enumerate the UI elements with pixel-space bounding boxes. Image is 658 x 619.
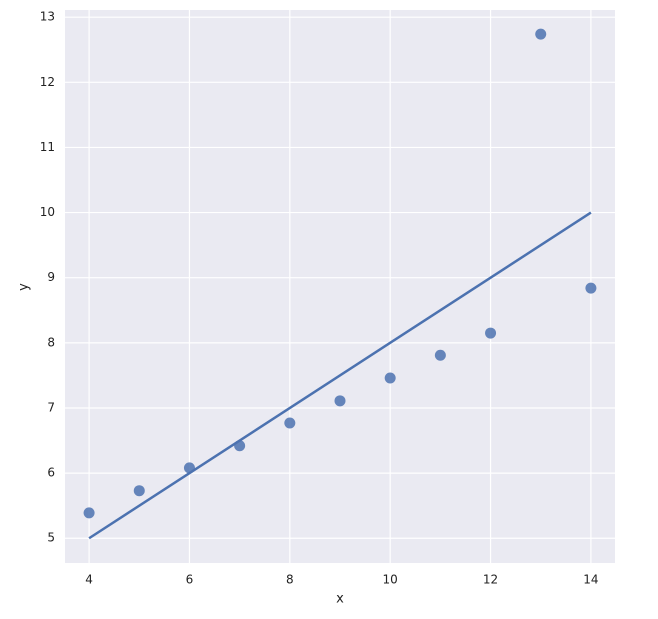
point (585, 282, 597, 294)
point (384, 372, 396, 384)
y-tick-label: 10 (40, 205, 55, 219)
point (334, 395, 346, 407)
point (485, 327, 497, 339)
point (535, 28, 547, 40)
x-axis-label: x (336, 592, 344, 607)
x-tick-label: 6 (186, 573, 194, 587)
y-tick-label: 5 (47, 531, 55, 545)
y-tick-label: 13 (40, 10, 55, 24)
x-tick-label: 12 (483, 573, 498, 587)
y-tick-label: 6 (47, 466, 55, 480)
plot-area (65, 10, 615, 563)
y-tick-label: 8 (47, 335, 55, 349)
point (183, 462, 195, 474)
y-axis-label: y (17, 283, 32, 291)
y-tick-label: 12 (40, 75, 55, 89)
point (83, 507, 95, 519)
y-tick-label: 11 (40, 140, 55, 154)
regression-line (88, 211, 592, 540)
x-tick-label: 10 (383, 573, 398, 587)
y-tick-label: 7 (47, 400, 55, 414)
x-tick-label: 14 (583, 573, 598, 587)
x-tick-label: 4 (85, 573, 93, 587)
point (133, 485, 145, 497)
point (234, 440, 246, 452)
x-tick-label: 8 (286, 573, 294, 587)
point (434, 349, 446, 361)
y-tick-label: 9 (47, 270, 55, 284)
point (284, 417, 296, 429)
